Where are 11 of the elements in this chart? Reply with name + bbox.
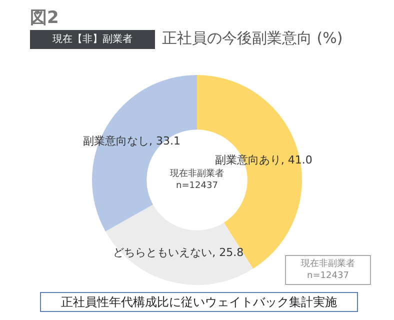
text: 正社員性年代構成比に従いウェイトバック集計実施 <box>40 292 358 312</box>
slice-label: 副業意向なし <box>83 134 150 148</box>
data-label: , 41.0 <box>280 154 312 167</box>
chart-title: 正社員の今後副業意向 (%) <box>162 29 343 48</box>
caption: 図2 <box>30 7 59 29</box>
text: 現在非副業者 n=12437 <box>169 168 225 192</box>
data-label: , 25.8 <box>212 246 244 260</box>
text: 現在非副業者 n=12437 <box>285 255 371 285</box>
data-label: , 33.1 <box>149 134 181 148</box>
slice-label: どちらともいえない <box>113 246 212 260</box>
text: 現在【非】副業者 <box>30 30 155 49</box>
